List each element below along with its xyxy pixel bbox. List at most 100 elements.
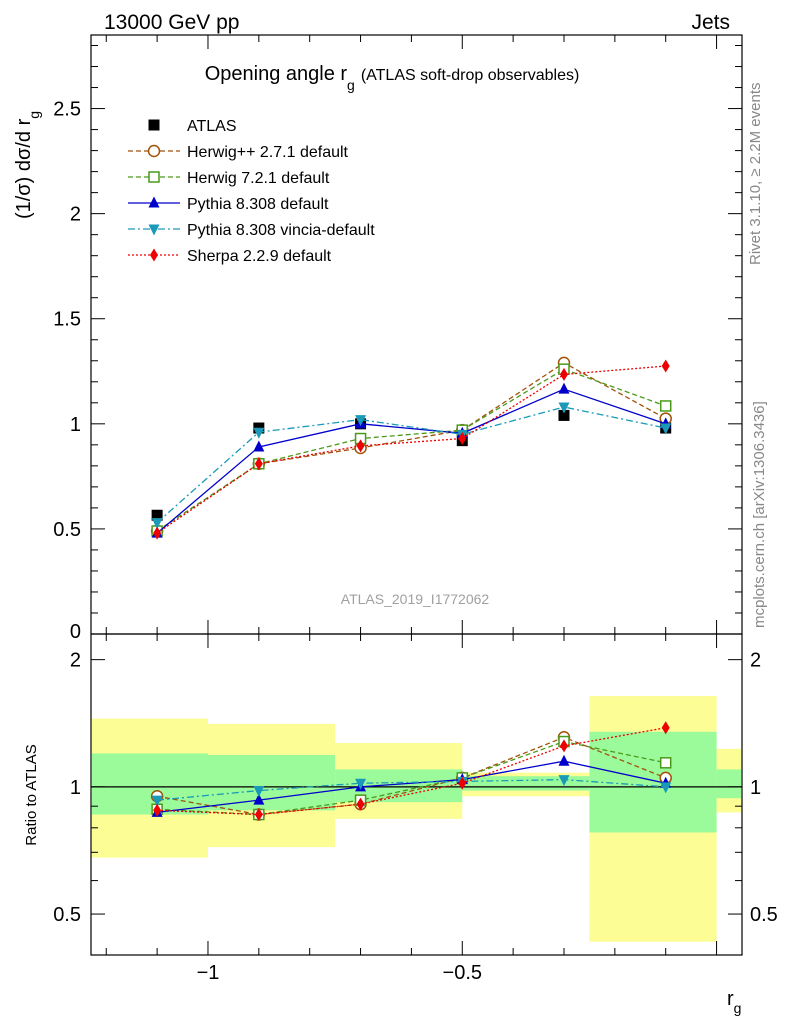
legend-entry-1: Herwig++ 2.7.1 default [128,144,349,161]
main-y-axis-label-text: (1/σ) dσ/d r [13,118,35,219]
main-y-tick-label-zero: 0 [70,621,81,643]
ratio-data-point [355,778,367,790]
ratio-panel-axes: −1 −0.5 0.5 0.5 1 1 2 2 [53,633,778,984]
legend-entry-0: ATLAS [148,118,237,135]
main-title-sub: g [347,77,355,93]
ratio-data-point [558,775,570,787]
main-series-line [156,406,666,524]
ratio-series-line [157,760,666,814]
ratio-y-tick-label: 0.5 [53,904,81,926]
main-data-point [661,359,670,373]
legend: ATLAS Herwig++ 2.7.1 default Herwig 7.2.1 … [128,118,375,265]
legend-marker [148,224,160,236]
legend-label: Sherpa 2.2.9 default [187,248,332,265]
ratio-data-point [253,786,265,798]
main-data-point [153,526,162,540]
ratio-data-point [356,797,365,811]
ratio-y-tick-label: 1 [70,777,81,799]
x-tick-label: −0.5 [443,962,482,984]
ratio-y-axis-label: Ratio to ATLAS [23,744,40,845]
main-series-line [156,368,666,532]
ratio-data-point [661,721,670,735]
main-y-tick-label: 2.5 [53,99,81,121]
main-data-point [558,402,570,414]
ratio-inner-band-0 [92,753,208,815]
main-y-tick-label: 2 [70,204,81,226]
main-series-3 [151,382,672,538]
main-data-point [356,439,365,453]
ratio-series-line [157,779,666,801]
ratio-data-point [151,795,163,807]
source-label: mcplots.cern.ch [arXiv:1306.3436] [751,401,768,628]
main-series-5 [153,359,670,540]
ratio-data-point [253,793,265,805]
main-data-point [558,409,570,421]
main-title: Opening angle rg (ATLAS soft-drop observa… [205,63,580,93]
legend-label: Pythia 8.308 default [187,196,329,213]
main-data-point [458,432,467,446]
main-series-2 [151,363,672,537]
legend-entry-2: Herwig 7.2.1 default [128,170,330,187]
x-tick-label: −1 [197,962,220,984]
ratio-y-tick-label-right: 2 [750,650,761,672]
ratio-uncertainty-bands [92,696,741,942]
legend-marker [148,196,160,208]
main-y-axis-label-sub: g [26,111,42,119]
main-data-point [151,518,163,530]
main-series-4 [151,402,672,530]
main-data-point [253,440,265,452]
main-y-axis-label: (1/σ) dσ/d rg [13,111,42,219]
ratio-inner-band-1 [207,754,336,811]
ratio-y-tick-label: 2 [70,650,81,672]
main-data-point [253,427,265,439]
main-panel-series [150,356,672,540]
ratio-inner-band-3 [462,776,590,791]
ratio-inner-band-4 [589,731,717,833]
ratio-y-tick-label-right: 0.5 [750,904,778,926]
rivet-version-label: Rivet 3.1.10, ≥ 2.2M events [747,83,764,266]
main-y-tick-label: 1.5 [53,309,81,331]
legend-label: Pythia 8.308 vincia-default [187,222,375,239]
main-title-text: Opening angle r [205,63,348,85]
main-data-point [559,367,568,381]
ratio-data-point [458,776,467,790]
legend-entry-5: Sherpa 2.2.9 default [128,248,332,265]
legend-marker [148,171,160,183]
ratio-panel-series [150,721,672,822]
main-data-point [659,400,672,412]
main-data-point [558,382,570,394]
legend-entry-3: Pythia 8.308 default [128,196,329,213]
main-series-1 [150,356,672,538]
ratio-y-tick-label-right: 1 [750,777,761,799]
ratio-series-3 [151,775,672,807]
x-axis-label-text: r [727,988,734,1010]
main-series-line [156,362,667,532]
main-series-line [156,388,666,534]
main-data-point [660,423,672,435]
legend-label: ATLAS [187,118,237,135]
ratio-plot-frame [90,633,743,956]
ratio-inner-band-5 [716,769,741,799]
main-y-tick-label: 0.5 [53,519,81,541]
legend-label: Herwig 7.2.1 default [187,170,330,187]
legend-entry-4: Pythia 8.308 vincia-default [128,222,375,239]
legend-marker [148,119,160,131]
x-axis-label-sub: g [734,1000,742,1016]
ratio-series-4 [153,721,670,822]
ratio-inner-band-2 [335,769,463,803]
main-title-extra: (ATLAS soft-drop observables) [361,67,579,84]
process-label: Jets [691,11,730,34]
energy-label: 13000 GeV pp [104,11,239,34]
ratio-series-line [157,736,666,816]
ratio-data-point [558,754,570,766]
ratio-data-point [659,757,672,769]
ratio-data-point [660,782,672,794]
analysis-id-label: ATLAS_2019_I1772062 [341,591,490,607]
ratio-data-point [559,739,568,753]
ratio-data-point [254,808,263,822]
main-data-point [151,509,163,521]
ratio-series-line [157,727,666,816]
legend-marker [147,144,161,158]
main-data-point [254,457,263,471]
